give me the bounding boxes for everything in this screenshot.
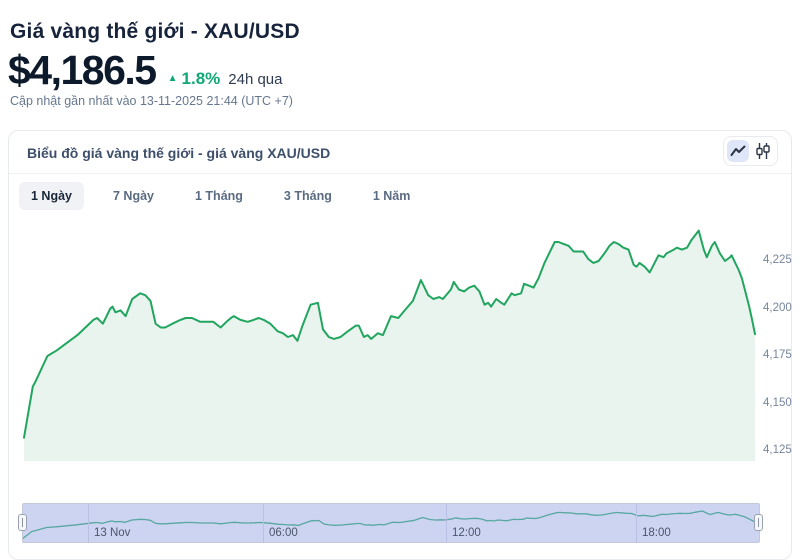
current-price: $4,186.5 (8, 47, 157, 93)
page-title: Giá vàng thế giới - XAU/USD (10, 20, 300, 44)
navigator-left-handle[interactable] (18, 514, 27, 531)
area-fill (24, 230, 755, 461)
y-axis-tick: 4,150 (763, 396, 792, 409)
navigator-gridline (446, 504, 447, 542)
navigator-gridline (88, 504, 89, 542)
price-header: $4,186.5 ▲ 1.8% 24h qua (8, 47, 283, 94)
y-axis-tick: 4,200 (763, 301, 792, 314)
navigator-time-label: 12:00 (452, 527, 481, 539)
navigator-gridline (263, 504, 264, 542)
navigator-right-handle[interactable] (754, 514, 763, 531)
navigator-line (23, 510, 759, 539)
line-chart-toggle[interactable] (727, 140, 749, 162)
chart-title: Biểu đồ giá vàng thế giới - giá vàng XAU… (27, 145, 331, 161)
range-navigator[interactable]: 13 Nov 06:00 12:00 18:00 (18, 503, 763, 543)
price-line-chart (23, 229, 756, 461)
tab-7d[interactable]: 7 Ngày (101, 182, 166, 210)
tab-1m[interactable]: 1 Tháng (183, 182, 255, 210)
y-axis-tick: 4,225 (763, 254, 792, 266)
candlestick-icon (756, 143, 770, 159)
y-axis-tick: 4,125 (763, 444, 792, 456)
up-arrow-icon: ▲ (167, 73, 178, 84)
navigator-gridline (636, 504, 637, 542)
range-tabs: 1 Ngày 7 Ngày 1 Tháng 3 Tháng 1 Năm (19, 182, 422, 210)
navigator-time-label: 18:00 (642, 527, 671, 539)
change-period: 24h qua (228, 71, 283, 88)
header-divider (9, 173, 791, 174)
navigator-mini-chart (23, 510, 759, 539)
tab-1y[interactable]: 1 Năm (361, 182, 423, 210)
price-change: 1.8% (181, 69, 221, 88)
y-axis-tick: 4,175 (763, 349, 792, 361)
navigator-time-label: 13 Nov (94, 527, 131, 539)
last-updated: Cập nhật gần nhất vào 13-11-2025 21:44 (… (10, 94, 293, 108)
price-chart[interactable] (10, 212, 760, 464)
tab-3m[interactable]: 3 Tháng (272, 182, 344, 210)
navigator-time-label: 06:00 (269, 527, 298, 539)
tab-1d[interactable]: 1 Ngày (19, 182, 84, 210)
candlestick-toggle[interactable] (752, 140, 774, 162)
line-chart-icon (730, 145, 746, 156)
price-line (23, 229, 756, 439)
chart-type-toggle (723, 136, 778, 166)
